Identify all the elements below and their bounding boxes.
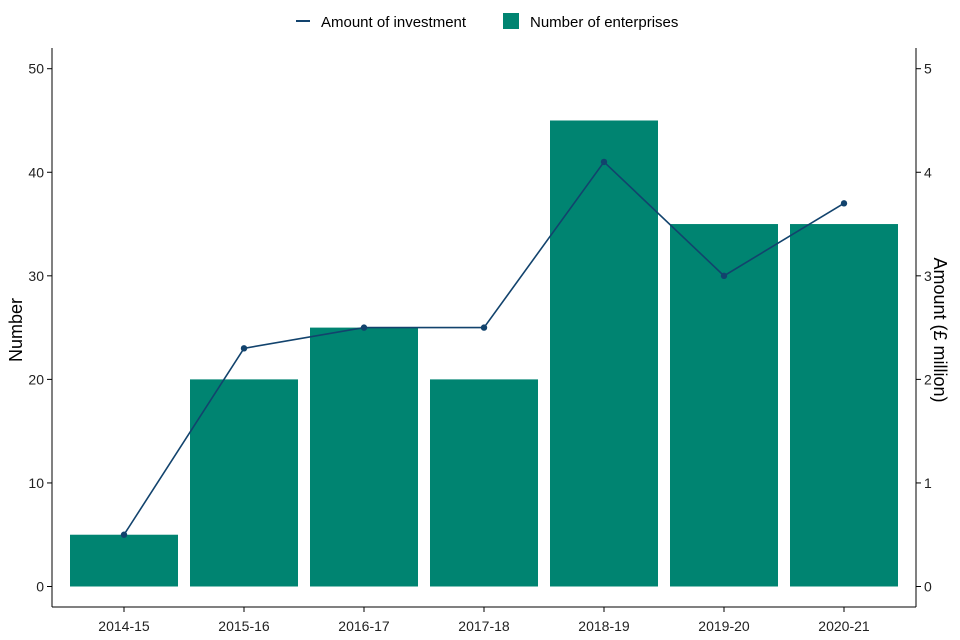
x-tick-label-2020-21: 2020-21 xyxy=(818,618,870,634)
y2-tick-label-2: 2 xyxy=(924,371,932,387)
legend-label-amount-of-investment: Amount of investment xyxy=(321,14,467,31)
bar-2017-18 xyxy=(430,379,538,587)
y2-tick-label-0: 0 xyxy=(924,579,932,595)
x-tick-label-2017-18: 2017-18 xyxy=(458,618,510,634)
y2-axis-title: Amount (£ million) xyxy=(930,257,950,402)
y-tick-label-0: 0 xyxy=(36,579,44,595)
y-tick-label-30: 30 xyxy=(28,268,44,284)
y2-tick-label-4: 4 xyxy=(924,164,932,180)
legend: Amount of investment Number of enterpris… xyxy=(296,13,678,31)
investment-point-2017-18 xyxy=(480,324,488,331)
axes-layer: 0 10 20 30 40 50 0 1 2 3 4 5 2014-15 2015-16 2016-17 20… xyxy=(28,48,932,634)
investment-point-2018-19 xyxy=(600,158,608,166)
x-tick-label-2015-16: 2015-16 xyxy=(218,618,270,634)
bar-2014-15 xyxy=(70,534,178,587)
bar-2020-21 xyxy=(790,224,898,587)
x-tick-label-2019-20: 2019-20 xyxy=(698,618,750,634)
bar-2018-19 xyxy=(550,120,658,587)
y-axis-title: Number xyxy=(6,298,26,362)
bar-2016-17 xyxy=(310,327,418,587)
y-tick-label-20: 20 xyxy=(28,371,44,387)
bar-2019-20 xyxy=(670,224,778,587)
legend-bar-icon xyxy=(503,13,519,29)
x-tick-label-2016-17: 2016-17 xyxy=(338,618,390,634)
y-tick-label-10: 10 xyxy=(28,475,44,491)
investment-point-2014-15 xyxy=(120,531,128,538)
x-tick-label-2018-19: 2018-19 xyxy=(578,618,630,634)
legend-label-number-of-enterprises: Number of enterprises xyxy=(530,14,678,31)
bar-2015-16 xyxy=(190,379,298,587)
bars-layer xyxy=(70,120,898,587)
x-tick-label-2014-15: 2014-15 xyxy=(98,618,150,634)
y2-tick-label-3: 3 xyxy=(924,268,932,284)
y-tick-label-50: 50 xyxy=(28,61,44,77)
investment-point-2016-17 xyxy=(360,324,368,331)
line-layer xyxy=(120,158,848,538)
y2-tick-label-1: 1 xyxy=(924,475,932,491)
investment-point-2015-16 xyxy=(240,345,248,352)
investment-point-2020-21 xyxy=(840,200,848,207)
investment-point-2019-20 xyxy=(720,272,728,280)
y-tick-label-40: 40 xyxy=(28,164,44,180)
y2-tick-label-5: 5 xyxy=(924,61,932,77)
